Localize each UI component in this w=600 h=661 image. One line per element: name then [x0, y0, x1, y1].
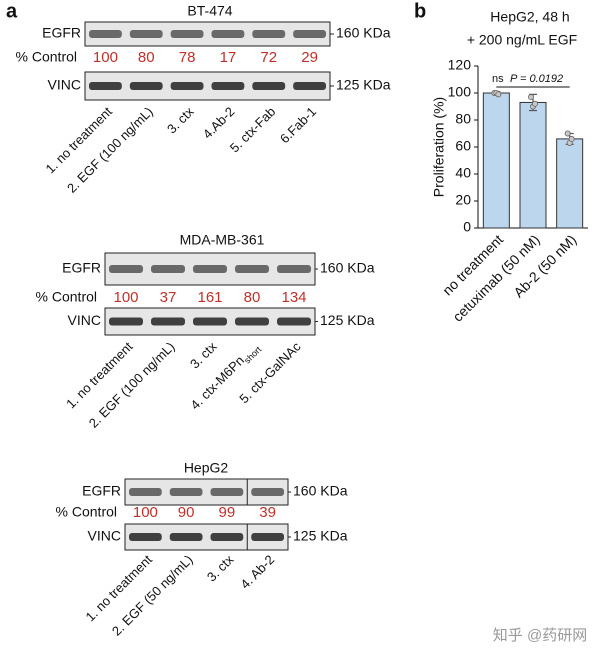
percent-control: 78	[179, 49, 196, 66]
percent-control: 37	[160, 289, 177, 306]
data-point	[532, 100, 539, 107]
band	[251, 488, 284, 496]
row-label: % Control	[36, 289, 97, 305]
band	[89, 82, 122, 90]
lane-label: 5. ctx-GalNAc	[236, 339, 304, 407]
marker-label: 125 KDa	[293, 528, 348, 544]
bar	[519, 101, 547, 229]
band	[193, 265, 227, 273]
band	[293, 30, 326, 38]
band	[235, 317, 269, 326]
band	[169, 488, 203, 496]
marker-label: 160 KDa	[320, 260, 375, 276]
blot-box	[84, 21, 331, 47]
data-point	[564, 130, 571, 137]
marker-label: 160 KDa	[336, 25, 391, 41]
band	[193, 317, 227, 326]
lane-label: 4. Ab-2	[237, 552, 277, 592]
marker-label: 125 KDa	[336, 77, 391, 93]
y-tick-label: 20	[455, 192, 471, 208]
blot-box	[84, 71, 331, 101]
y-tick-label: 0	[463, 219, 471, 235]
percent-control: 17	[220, 49, 237, 66]
band	[129, 30, 163, 38]
row-label: VINC	[68, 312, 101, 328]
band	[129, 488, 162, 496]
y-tick-label: 60	[455, 138, 471, 154]
percent-control: 134	[281, 289, 306, 306]
percent-control: 39	[259, 504, 276, 521]
y-tick-label: 120	[448, 57, 472, 73]
chart-title: HepG2, 48 h	[490, 9, 569, 25]
bar	[556, 138, 584, 229]
chart-title: + 200 ng/mL EGF	[467, 32, 577, 48]
marker-label: 125 KDa	[320, 312, 375, 328]
lane-label: 6.Fab-1	[277, 104, 319, 146]
data-point	[568, 135, 575, 142]
band	[151, 317, 185, 326]
band	[235, 265, 269, 273]
band	[210, 488, 244, 496]
row-label: VINC	[88, 528, 121, 544]
row-label: % Control	[16, 49, 77, 65]
band	[129, 533, 162, 541]
annotation: ns	[492, 73, 504, 85]
panel-letter: a	[6, 0, 18, 22]
row-label: EGFR	[42, 25, 81, 41]
watermark: 知乎 @药研网	[493, 627, 587, 644]
percent-control: 29	[301, 49, 318, 66]
row-label: % Control	[56, 504, 117, 520]
band	[277, 317, 311, 326]
band	[210, 533, 244, 541]
data-point	[495, 91, 502, 98]
band	[252, 82, 286, 90]
lane-label: 4.Ab-2	[200, 104, 238, 142]
band	[293, 82, 326, 90]
band	[109, 265, 143, 273]
percent-control: 100	[113, 289, 138, 306]
lane-label: 3. ctx	[204, 552, 237, 585]
y-tick-label: 40	[455, 165, 471, 181]
band	[170, 82, 204, 90]
data-point	[528, 94, 535, 101]
lane-label: 3. ctx	[187, 339, 220, 372]
band	[89, 30, 122, 38]
band	[170, 30, 204, 38]
band	[252, 30, 286, 38]
y-tick-label: 80	[455, 111, 471, 127]
band	[129, 82, 163, 90]
lane-label-subscript: short	[242, 344, 264, 366]
blot-title: BT-474	[187, 3, 232, 19]
annotation: P = 0.0192	[510, 73, 563, 85]
band	[251, 533, 284, 541]
band	[211, 30, 245, 38]
y-tick-label: 100	[448, 84, 472, 100]
lane-label: 3. ctx	[164, 104, 197, 137]
row-label: EGFR	[82, 483, 121, 499]
band	[169, 533, 203, 541]
percent-control: 72	[260, 49, 277, 66]
row-label: EGFR	[62, 260, 101, 276]
band	[211, 82, 245, 90]
percent-control: 99	[219, 504, 236, 521]
band	[109, 317, 143, 326]
percent-control: 100	[133, 504, 158, 521]
panel-letter: b	[414, 0, 426, 22]
band	[151, 265, 185, 273]
blot-title: MDA-MB-361	[180, 232, 265, 248]
blot-title: HepG2	[184, 460, 229, 476]
percent-control: 100	[93, 49, 118, 66]
percent-control: 80	[138, 49, 155, 66]
band	[277, 265, 311, 273]
marker-label: 160 KDa	[293, 483, 348, 499]
percent-control: 161	[197, 289, 222, 306]
bar	[482, 92, 510, 229]
y-axis-label: Proliferation (%)	[431, 97, 447, 197]
percent-control: 90	[178, 504, 195, 521]
percent-control: 80	[244, 289, 261, 306]
row-label: VINC	[48, 77, 81, 93]
